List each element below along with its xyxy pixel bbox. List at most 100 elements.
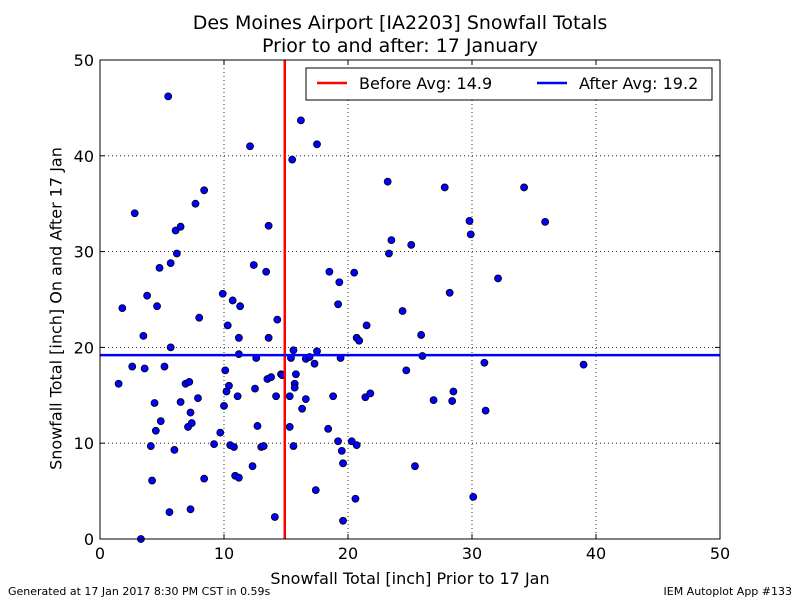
data-point	[579, 360, 588, 369]
data-point	[311, 486, 320, 495]
x-axis-label: Snowfall Total [inch] Prior to 17 Jan	[270, 569, 550, 588]
x-tick-label: 30	[462, 544, 482, 563]
data-point	[130, 209, 139, 218]
data-point	[114, 379, 123, 388]
data-point	[325, 267, 334, 276]
data-point	[210, 440, 218, 449]
data-point	[355, 336, 364, 345]
data-point	[248, 462, 257, 471]
y-tick-label: 40	[74, 147, 94, 166]
plot-frame	[99, 59, 721, 540]
data-point	[310, 359, 319, 368]
data-point	[465, 217, 474, 225]
data-point	[402, 366, 411, 375]
data-point	[234, 333, 243, 342]
data-point	[249, 261, 258, 269]
data-point	[160, 362, 169, 371]
data-point	[191, 199, 200, 208]
data-point	[143, 291, 152, 300]
data-point	[221, 366, 230, 375]
data-point	[166, 343, 175, 352]
data-point	[301, 395, 310, 404]
data-point	[223, 321, 232, 330]
data-point	[128, 362, 137, 371]
data-point	[350, 268, 359, 277]
data-point	[480, 358, 489, 367]
data-point	[151, 426, 160, 435]
y-tick-label: 50	[74, 51, 94, 70]
data-point	[329, 392, 338, 401]
data-point	[164, 92, 173, 101]
data-point	[324, 424, 333, 433]
data-point	[155, 263, 164, 272]
legend-before-label: Before Avg: 14.9	[359, 74, 492, 93]
data-point	[469, 492, 478, 501]
x-tick-label: 0	[95, 544, 105, 563]
data-point	[236, 302, 245, 311]
data-point	[272, 392, 280, 401]
data-point	[170, 446, 179, 454]
data-point	[264, 333, 273, 342]
footer-generated-text: Generated at 17 Jan 2017 8:30 PM CST in …	[8, 585, 271, 598]
data-point	[148, 476, 156, 485]
data-point	[140, 364, 149, 373]
data-point	[195, 313, 204, 322]
y-axis-label: Snowfall Total [inch] On and After 17 Ja…	[46, 147, 66, 470]
data-point	[176, 398, 185, 406]
data-point	[362, 321, 371, 330]
data-point	[220, 401, 228, 410]
data-point	[289, 346, 298, 355]
data-point	[264, 221, 273, 230]
data-point	[267, 373, 276, 381]
data-point	[494, 274, 502, 283]
data-point	[445, 288, 454, 297]
data-point	[366, 389, 375, 398]
y-tick-label: 10	[74, 434, 94, 453]
data-point	[200, 186, 209, 195]
data-point	[481, 406, 490, 415]
data-point	[118, 304, 127, 313]
data-point	[230, 443, 238, 451]
data-point	[398, 307, 407, 315]
data-point	[285, 423, 294, 431]
data-point	[186, 505, 195, 514]
x-tick-label: 50	[710, 544, 730, 563]
data-point	[440, 183, 449, 192]
data-point	[139, 332, 148, 340]
y-tick-label: 30	[74, 243, 94, 262]
data-point	[233, 392, 242, 401]
data-point	[292, 370, 300, 379]
data-point	[172, 249, 181, 258]
y-tick-label: 20	[74, 338, 94, 357]
data-point	[335, 278, 344, 287]
data-point	[411, 462, 419, 471]
data-point	[234, 473, 243, 482]
data-point	[339, 516, 347, 525]
data-point	[337, 446, 346, 455]
data-point	[407, 240, 416, 249]
data-point	[176, 222, 185, 231]
data-point	[185, 377, 194, 386]
x-tick-label: 20	[338, 544, 358, 563]
chart-subtitle: Prior to and after: 17 January	[262, 35, 538, 57]
data-point	[334, 300, 342, 309]
data-point	[387, 236, 396, 245]
data-point	[187, 419, 196, 427]
data-point	[296, 116, 305, 125]
data-point	[186, 408, 195, 417]
data-point	[313, 347, 321, 356]
data-point	[289, 442, 298, 450]
data-point	[166, 259, 175, 267]
data-point	[385, 249, 393, 258]
data-point	[153, 302, 161, 311]
data-point	[251, 384, 259, 393]
data-point	[273, 315, 282, 324]
data-point	[253, 422, 262, 430]
data-point	[334, 437, 342, 446]
data-point	[218, 289, 227, 298]
x-tick-label: 10	[214, 544, 234, 563]
data-point	[313, 140, 321, 149]
legend: Before Avg: 14.9 After Avg: 19.2	[305, 67, 713, 101]
